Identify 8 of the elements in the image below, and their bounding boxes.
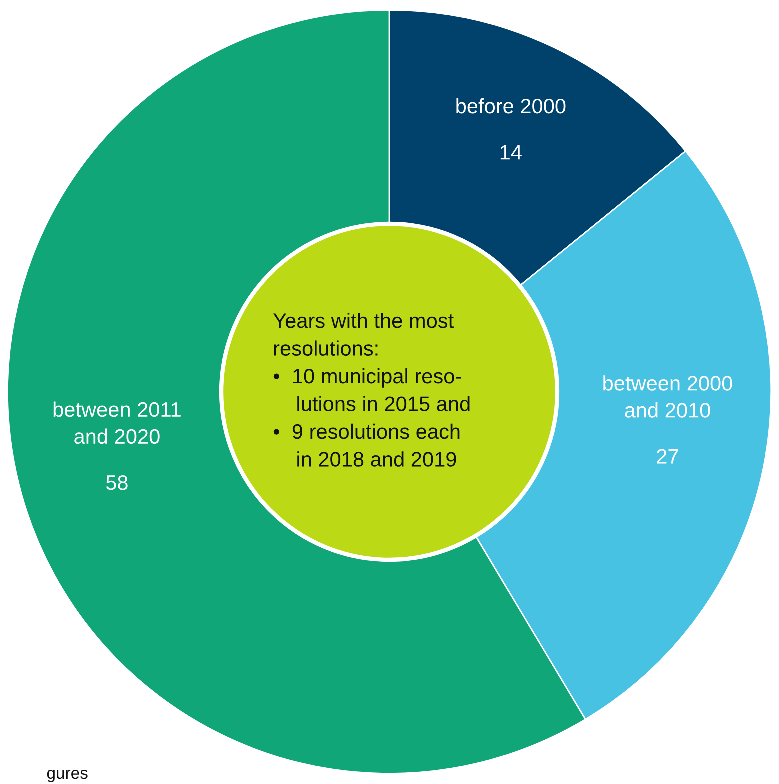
text: Years with the most resolutions: • 10 municipal reso- lutions in 2015 and • 9 resolutions each in 2018 and 2019 (274, 312, 470, 467)
data-label: 14 (500, 145, 522, 160)
slice-label: between 2000 and 2010 (604, 376, 732, 418)
data-label: 58 (106, 475, 128, 490)
text: gures (47, 770, 88, 782)
slice-label: between 2011 and 2020 (54, 402, 181, 444)
data-label: 27 (657, 449, 678, 464)
slice-label: before 2000 (456, 98, 566, 114)
